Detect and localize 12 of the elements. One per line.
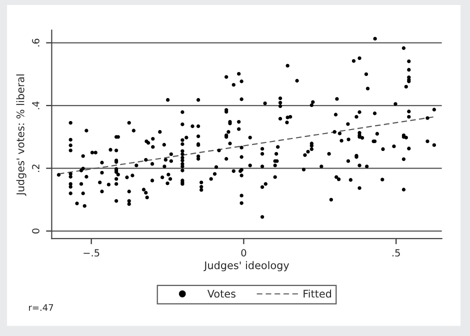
legend-label: Votes xyxy=(207,290,236,298)
x-tick-label: 0 xyxy=(241,249,246,256)
x-tick-label: −.5 xyxy=(84,249,100,256)
y-tick-label: 0 xyxy=(32,228,40,234)
y-tick-label: .6 xyxy=(32,38,40,46)
x-axis-title: Judges' ideology xyxy=(204,261,290,272)
text: r=.47 xyxy=(29,304,54,311)
y-tick-label: .4 xyxy=(32,101,40,110)
x-tick-label: .5 xyxy=(392,249,400,256)
y-axis-title: Judges' votes: % liberal xyxy=(16,74,26,196)
y-tick-label: .2 xyxy=(32,164,40,172)
legend-label: Fitted xyxy=(304,290,332,298)
